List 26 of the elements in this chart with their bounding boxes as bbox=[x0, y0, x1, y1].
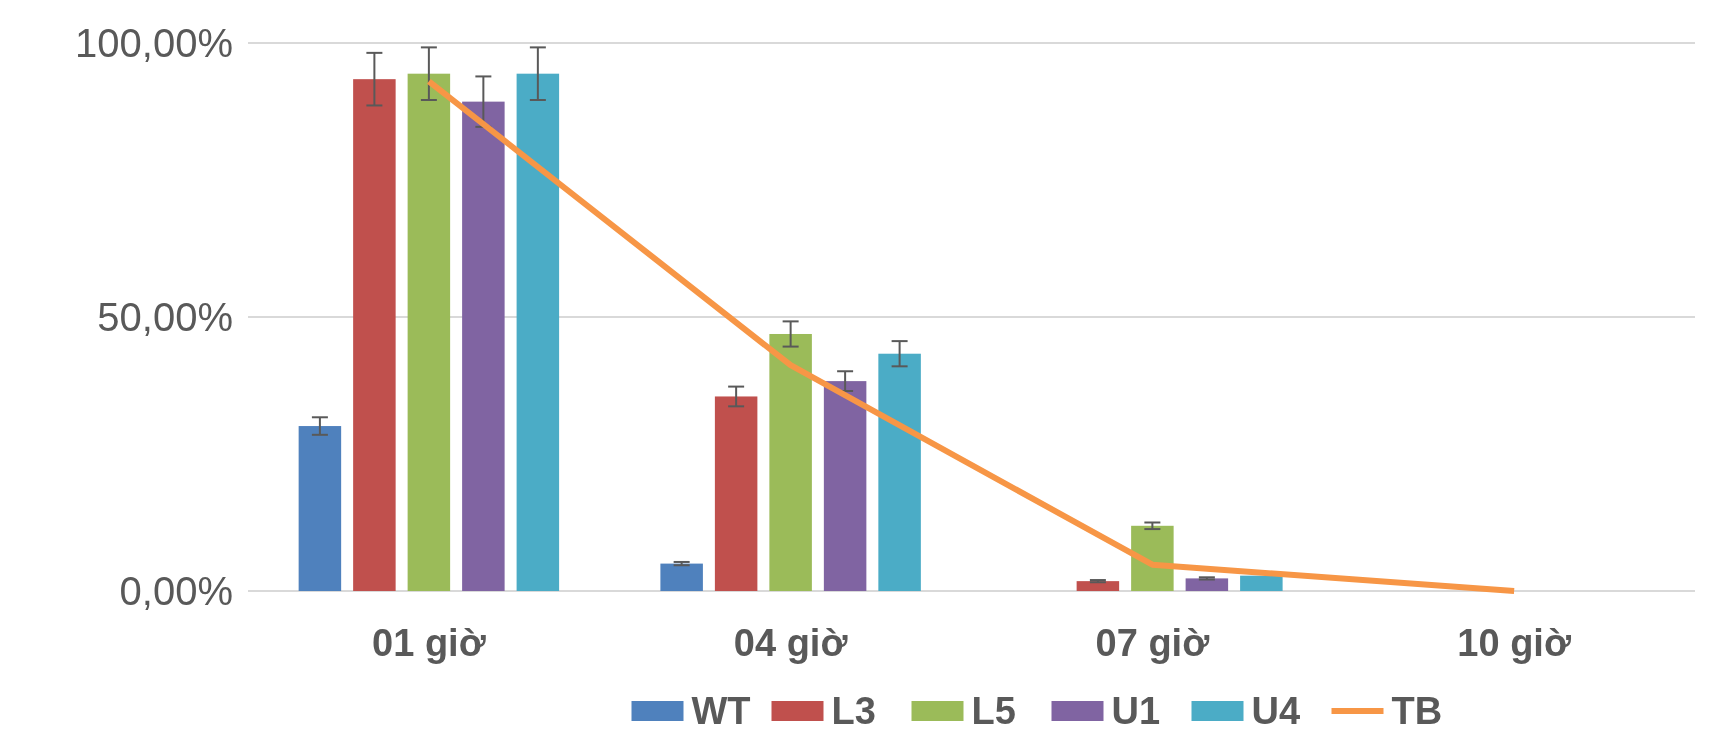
bar bbox=[769, 333, 812, 591]
x-tick-label: 04 giờ bbox=[733, 622, 849, 664]
bar bbox=[1240, 575, 1283, 591]
x-tick-label: 07 giờ bbox=[1095, 622, 1211, 664]
bar bbox=[660, 563, 703, 591]
legend-label: L5 bbox=[971, 690, 1016, 733]
bar bbox=[298, 426, 342, 591]
bar bbox=[407, 73, 451, 591]
y-tick-label: 100,00% bbox=[75, 21, 233, 65]
bar bbox=[1185, 578, 1229, 591]
bar bbox=[823, 381, 867, 591]
legend-label: TB bbox=[1391, 690, 1443, 733]
bar bbox=[462, 101, 505, 591]
y-tick-label: 0,00% bbox=[119, 569, 233, 613]
bar bbox=[516, 73, 560, 591]
y-tick-label: 50,00% bbox=[97, 295, 233, 339]
legend-label: U1 bbox=[1111, 690, 1161, 733]
x-tick-label: 10 giờ bbox=[1457, 622, 1572, 664]
legend-label: U4 bbox=[1251, 690, 1301, 733]
bar bbox=[878, 353, 921, 591]
bar bbox=[714, 396, 758, 591]
bar bbox=[1076, 581, 1120, 591]
x-tick-label: 01 giờ bbox=[372, 622, 487, 664]
legend-label: L3 bbox=[831, 690, 876, 733]
legend-label: WT bbox=[691, 690, 751, 733]
bar bbox=[353, 79, 396, 591]
